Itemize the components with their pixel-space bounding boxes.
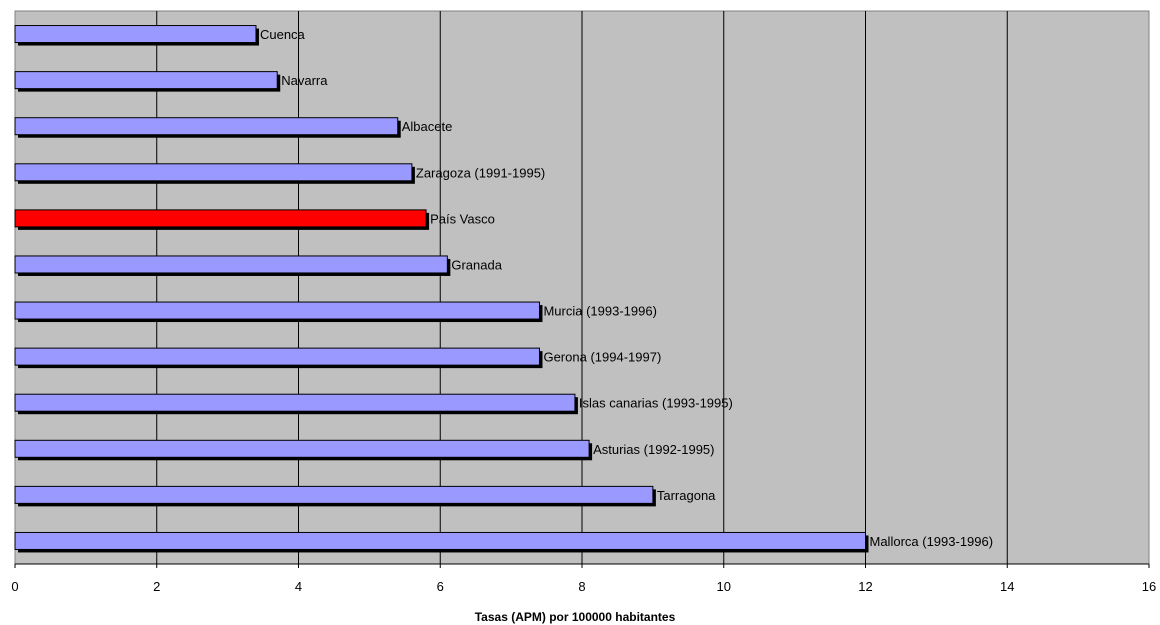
grid-lines xyxy=(156,11,1008,564)
bar-5 xyxy=(14,255,448,274)
bar-8 xyxy=(14,393,576,412)
bar-label-1: Navarra xyxy=(281,73,328,88)
bar-9 xyxy=(14,439,590,458)
bar-0 xyxy=(14,25,257,44)
bar-11 xyxy=(14,531,866,550)
x-axis-title: Tasas (APM) por 100000 habitantes xyxy=(475,610,676,624)
bar-label-6: Murcia (1993-1996) xyxy=(543,304,656,319)
x-tick-label-3: 6 xyxy=(437,579,444,594)
x-tick-label-6: 12 xyxy=(858,579,872,594)
bar-label-10: Tarragona xyxy=(657,488,716,503)
x-tick-label-7: 14 xyxy=(1000,579,1014,594)
bar-label-4: País Vasco xyxy=(430,211,495,226)
x-tick-label-0: 0 xyxy=(11,579,18,594)
bar-label-5: Granada xyxy=(451,257,502,272)
bar-1 xyxy=(14,71,278,90)
x-tick-label-8: 16 xyxy=(1142,579,1156,594)
bar-label-8: Islas canarias (1993-1995) xyxy=(579,396,733,411)
bar-4 xyxy=(14,209,427,228)
bar-label-11: Mallorca (1993-1996) xyxy=(870,534,994,549)
x-tick-label-2: 4 xyxy=(295,579,302,594)
bar-label-7: Gerona (1994-1997) xyxy=(543,350,661,365)
bar-label-3: Zaragoza (1991-1995) xyxy=(416,165,545,180)
bar-label-2: Albacete xyxy=(402,119,453,134)
bar-label-0: Cuenca xyxy=(260,27,306,42)
bar-7 xyxy=(14,347,540,366)
bars xyxy=(14,25,869,553)
x-tick-label-4: 8 xyxy=(578,579,585,594)
x-tick-label-1: 2 xyxy=(153,579,160,594)
bar-10 xyxy=(14,485,654,504)
bar-labels: Cuenca Navarra Albacete Zaragoza (1991-1995… xyxy=(260,27,993,549)
x-axis-ticks: 0 2 4 6 8 10 12 14 16 xyxy=(11,563,1156,594)
bar-2 xyxy=(14,117,399,136)
bar-label-9: Asturias (1992-1995) xyxy=(593,442,714,457)
x-tick-label-5: 10 xyxy=(717,579,731,594)
bar-3 xyxy=(14,163,413,182)
bar-6 xyxy=(14,301,540,320)
